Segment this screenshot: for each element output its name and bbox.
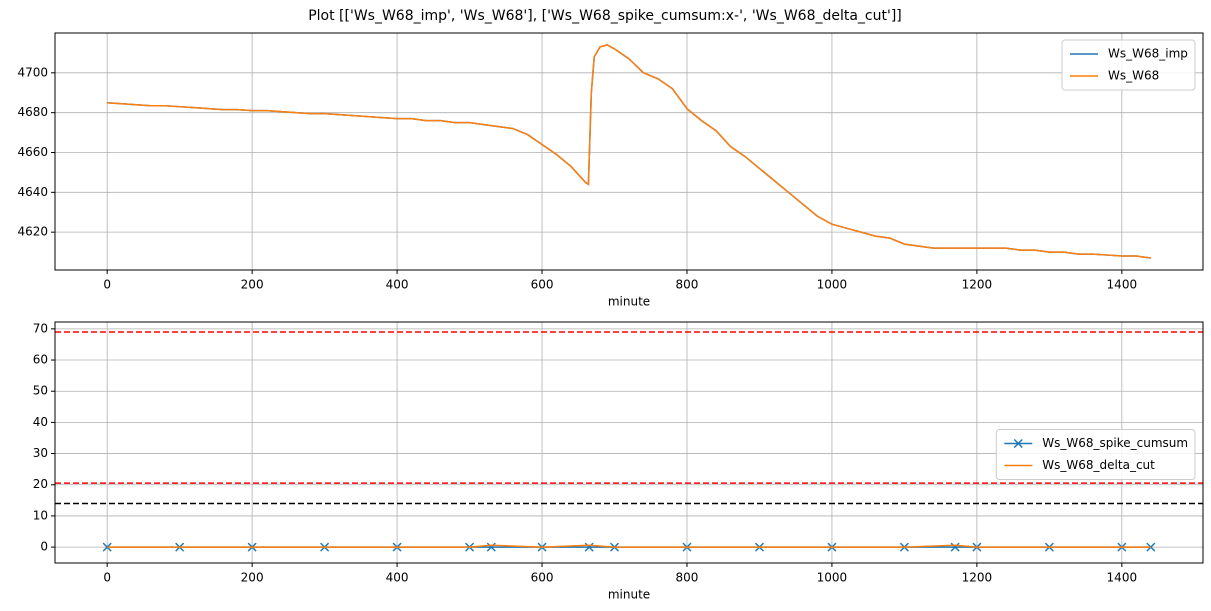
x-tick-label: 200 bbox=[241, 278, 264, 292]
axes-frame bbox=[54, 321, 1204, 564]
x-tick-label: 1000 bbox=[817, 278, 848, 292]
legend-label: Ws_W68_imp bbox=[1108, 47, 1188, 61]
x-tick-label: 0 bbox=[103, 278, 111, 292]
data-line bbox=[107, 44, 1151, 259]
data-marker bbox=[1146, 542, 1156, 552]
y-tick-label: 4620 bbox=[17, 225, 48, 239]
legend-label: Ws_W68_spike_cumsum bbox=[1042, 436, 1188, 450]
plot-area bbox=[55, 331, 1203, 552]
x-tick-label: 1000 bbox=[817, 571, 848, 585]
y-tick-label: 20 bbox=[33, 477, 48, 491]
y-tick-label: 4680 bbox=[17, 105, 48, 119]
data-line bbox=[107, 544, 1151, 548]
x-tick-label: 400 bbox=[386, 278, 409, 292]
x-tick-label: 800 bbox=[676, 278, 699, 292]
legend-label: Ws_W68_delta_cut bbox=[1042, 458, 1155, 472]
figure-title: Plot [['Ws_W68_imp', 'Ws_W68'], ['Ws_W68… bbox=[308, 8, 902, 24]
x-axis-label: minute bbox=[608, 588, 650, 602]
x-tick-label: 0 bbox=[103, 571, 111, 585]
data-marker bbox=[584, 542, 594, 552]
y-tick-label: 50 bbox=[33, 384, 48, 398]
legend-box bbox=[995, 429, 1196, 480]
x-axis-label: minute bbox=[608, 295, 650, 309]
x-tick-label: 600 bbox=[531, 278, 554, 292]
x-tick-label: 800 bbox=[676, 571, 699, 585]
data-marker bbox=[950, 542, 960, 552]
legend-box bbox=[1061, 39, 1196, 91]
y-tick-label: 70 bbox=[33, 321, 48, 335]
y-tick-label: 4660 bbox=[17, 145, 48, 159]
y-tick-label: 4640 bbox=[17, 185, 48, 199]
y-tick-label: 0 bbox=[40, 540, 48, 554]
y-tick-label: 4700 bbox=[17, 65, 48, 79]
x-tick-label: 1200 bbox=[962, 278, 993, 292]
axes-frame bbox=[54, 32, 1204, 271]
x-tick-label: 400 bbox=[386, 571, 409, 585]
y-tick-label: 30 bbox=[33, 446, 48, 460]
x-tick-label: 600 bbox=[531, 571, 554, 585]
legend-label: Ws_W68 bbox=[1108, 69, 1159, 83]
x-tick-label: 1400 bbox=[1107, 571, 1138, 585]
y-tick-label: 10 bbox=[33, 508, 48, 522]
x-tick-label: 1400 bbox=[1107, 278, 1138, 292]
plot-area bbox=[107, 44, 1151, 259]
y-tick-label: 60 bbox=[33, 353, 48, 367]
legend-marker bbox=[1013, 438, 1023, 449]
x-tick-label: 200 bbox=[241, 571, 264, 585]
x-tick-label: 1200 bbox=[962, 571, 993, 585]
data-marker bbox=[486, 542, 496, 552]
y-tick-label: 40 bbox=[33, 415, 48, 429]
